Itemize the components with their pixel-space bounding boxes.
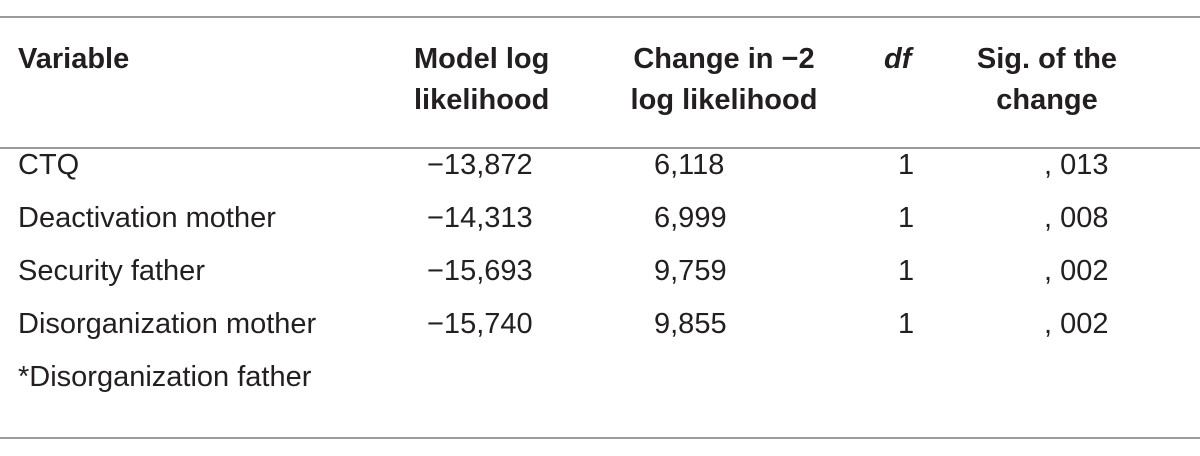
cell-df: 1	[898, 149, 915, 181]
table-row: CTQ −13,872 6,118 1 , 013	[0, 126, 1200, 192]
cell-model-log-likelihood: −14,313	[427, 202, 533, 234]
table-header: Variable Model log likelihood Change in …	[0, 18, 1200, 126]
header-df-line-1: df	[884, 43, 912, 75]
cell-sig: , 002	[1044, 255, 1109, 287]
cell-sig	[952, 351, 1200, 404]
header-change-line-1: Change in −2	[633, 43, 815, 75]
cell-model-log-likelihood: −13,872	[427, 149, 533, 181]
cell-change: 6,118	[654, 149, 725, 181]
cell-df: 1	[898, 202, 915, 234]
header-rule	[0, 147, 1200, 149]
header-model-log-likelihood-line-2: likelihood	[414, 84, 550, 116]
bottom-rule	[0, 437, 1200, 439]
cell-model-log-likelihood	[392, 351, 592, 404]
cell-variable: *Disorganization father	[18, 361, 312, 393]
cell-sig: , 008	[1044, 202, 1109, 234]
top-rule	[0, 16, 1200, 18]
cell-df: 1	[898, 308, 915, 340]
header-row: Variable Model log likelihood Change in …	[0, 18, 1200, 126]
header-df: df	[868, 18, 952, 126]
table-row: Deactivation mother −14,313 6,999 1 , 00…	[0, 192, 1200, 245]
cell-variable: Disorganization mother	[18, 308, 317, 340]
cell-model-log-likelihood: −15,740	[427, 308, 533, 340]
table-body: CTQ −13,872 6,118 1 , 013 Deactivation m…	[0, 126, 1200, 404]
cell-df: 1	[898, 255, 915, 287]
header-model-log-likelihood: Model log likelihood	[392, 18, 592, 126]
table-row: Disorganization mother −15,740 9,855 1 ,…	[0, 298, 1200, 351]
header-change-line-2: log likelihood	[630, 84, 818, 116]
header-sig-line-1: Sig. of the	[976, 43, 1118, 75]
header-model-log-likelihood-line-1: Model log	[414, 43, 550, 75]
cell-variable: CTQ	[18, 149, 80, 181]
cell-model-log-likelihood: −15,693	[427, 255, 533, 287]
cell-sig: , 002	[1044, 308, 1109, 340]
cell-variable: Security father	[18, 255, 205, 287]
cell-df	[868, 351, 952, 404]
header-variable-line-1: Variable	[18, 43, 130, 75]
cell-change: 9,759	[654, 255, 727, 287]
header-change: Change in −2 log likelihood	[592, 18, 868, 126]
cell-change: 6,999	[654, 202, 727, 234]
table-row: Security father −15,693 9,759 1 , 002	[0, 245, 1200, 298]
cell-sig: , 013	[1044, 149, 1109, 181]
data-table: Variable Model log likelihood Change in …	[0, 18, 1200, 404]
cell-variable: Deactivation mother	[18, 202, 276, 234]
header-sig: Sig. of the change	[952, 18, 1200, 126]
header-variable: Variable	[0, 18, 392, 126]
header-sig-line-2: change	[996, 84, 1098, 116]
table-row: *Disorganization father	[0, 351, 1200, 404]
cell-change	[592, 351, 868, 404]
cell-change: 9,855	[654, 308, 727, 340]
